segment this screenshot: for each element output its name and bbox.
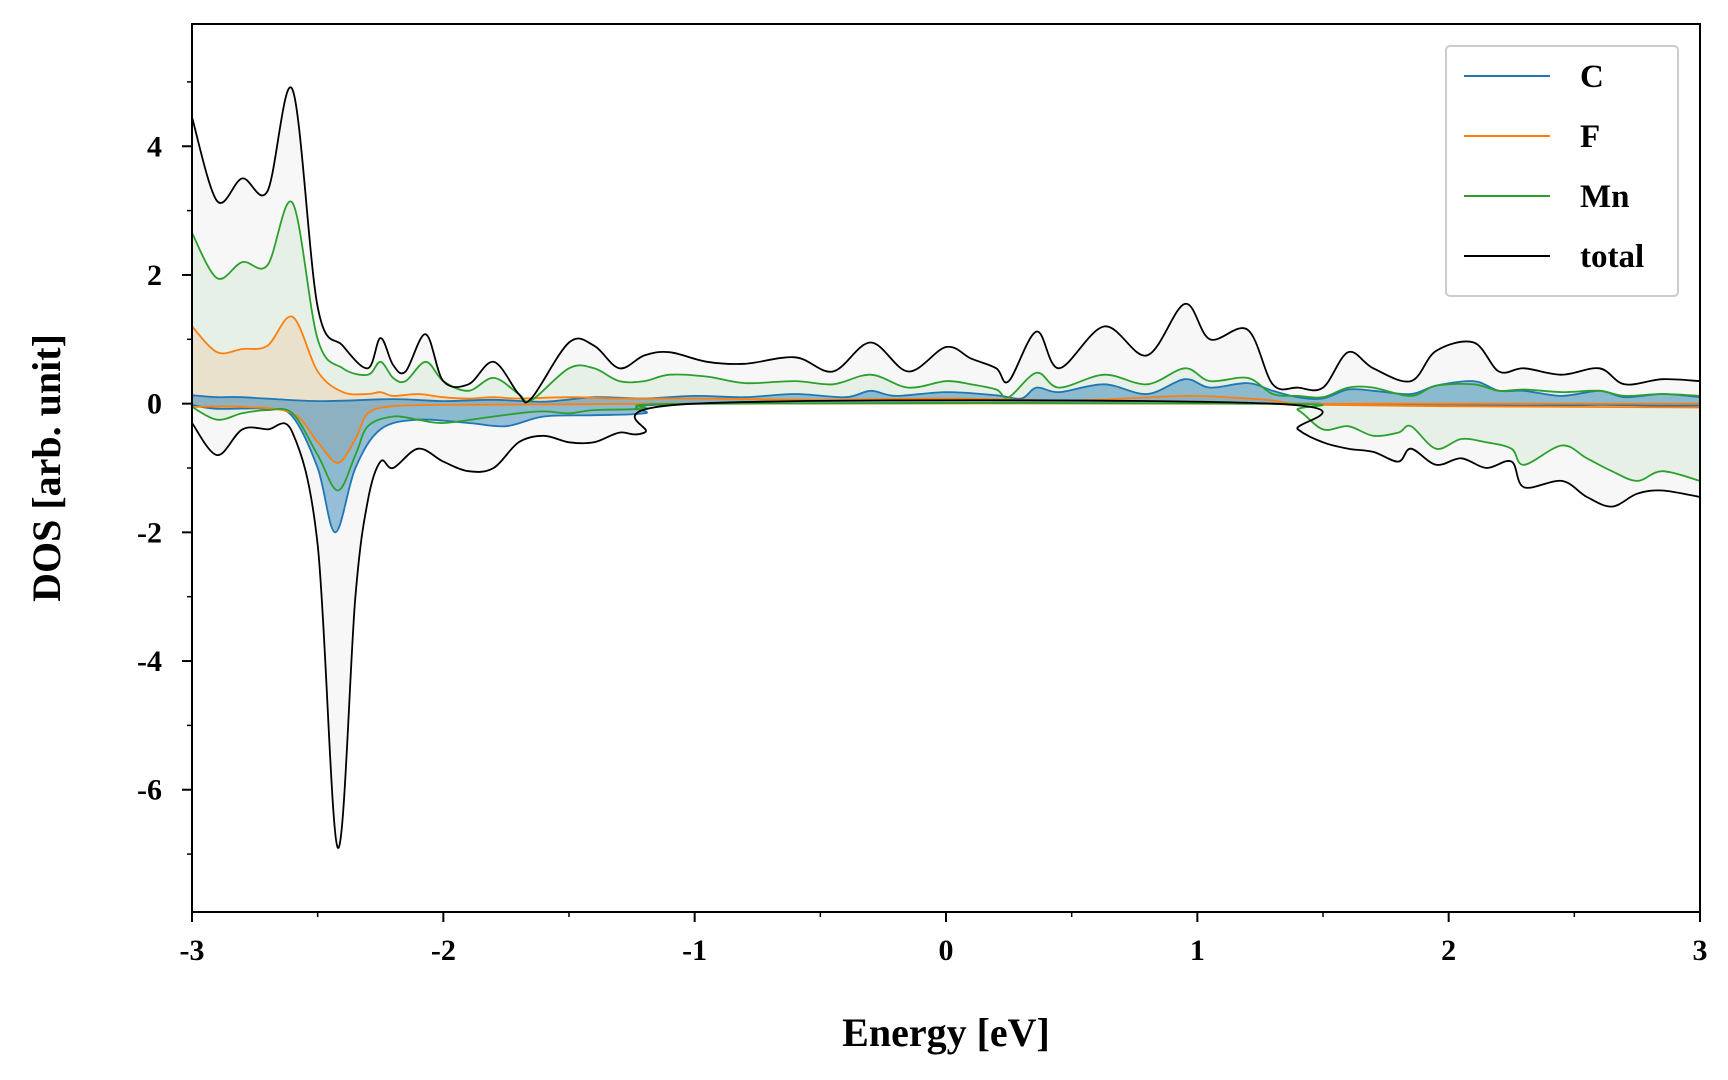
x-axis: -3 -2 -1 0 1 2 3 [180,912,1708,967]
y-tick-label: -2 [137,516,162,549]
x-tick-label: -3 [180,934,205,967]
legend-label-total: total [1580,239,1644,275]
x-tick-label: -1 [682,934,707,967]
x-axis-title: Energy [eV] [842,1010,1050,1055]
legend-box [1445,45,1679,297]
x-tick-label: 2 [1441,934,1456,967]
f-down-area [192,403,1700,463]
y-tick-label: -4 [137,645,162,678]
c-down-line [192,402,1700,534]
mn-up-area [192,201,1700,404]
x-tick-label: -2 [431,934,456,967]
x-tick-label: 1 [1190,934,1205,967]
total-down-area [192,400,1700,848]
y-tick-label: 0 [147,388,162,421]
series-layer [192,86,1700,849]
legend: CF Mn total [1445,45,1679,297]
total-up-area [192,87,1700,404]
mn-down-line [192,402,1700,492]
mn-down-area [192,402,1700,491]
y-tick-label: 2 [147,259,162,292]
mn-up-line [192,200,1700,403]
c-down-area [192,402,1700,533]
f-down-line [192,402,1700,464]
f-up-area [192,316,1700,404]
legend-label-c: C [1580,59,1604,95]
x-tick-label: 0 [939,934,954,967]
y-axis-title: DOS [arb. unit] [24,334,69,602]
y-tick-label: -6 [137,774,162,807]
total-down-line [192,399,1700,849]
total-up-line [192,86,1700,404]
legend-label-f: F [1580,119,1600,155]
x-tick-label: 3 [1693,934,1708,967]
legend-label-mn: Mn [1580,179,1630,215]
y-tick-label: 4 [147,130,162,163]
c-up-line [192,378,1700,403]
y-axis: -6 -4 -2 0 2 4 [137,81,192,855]
